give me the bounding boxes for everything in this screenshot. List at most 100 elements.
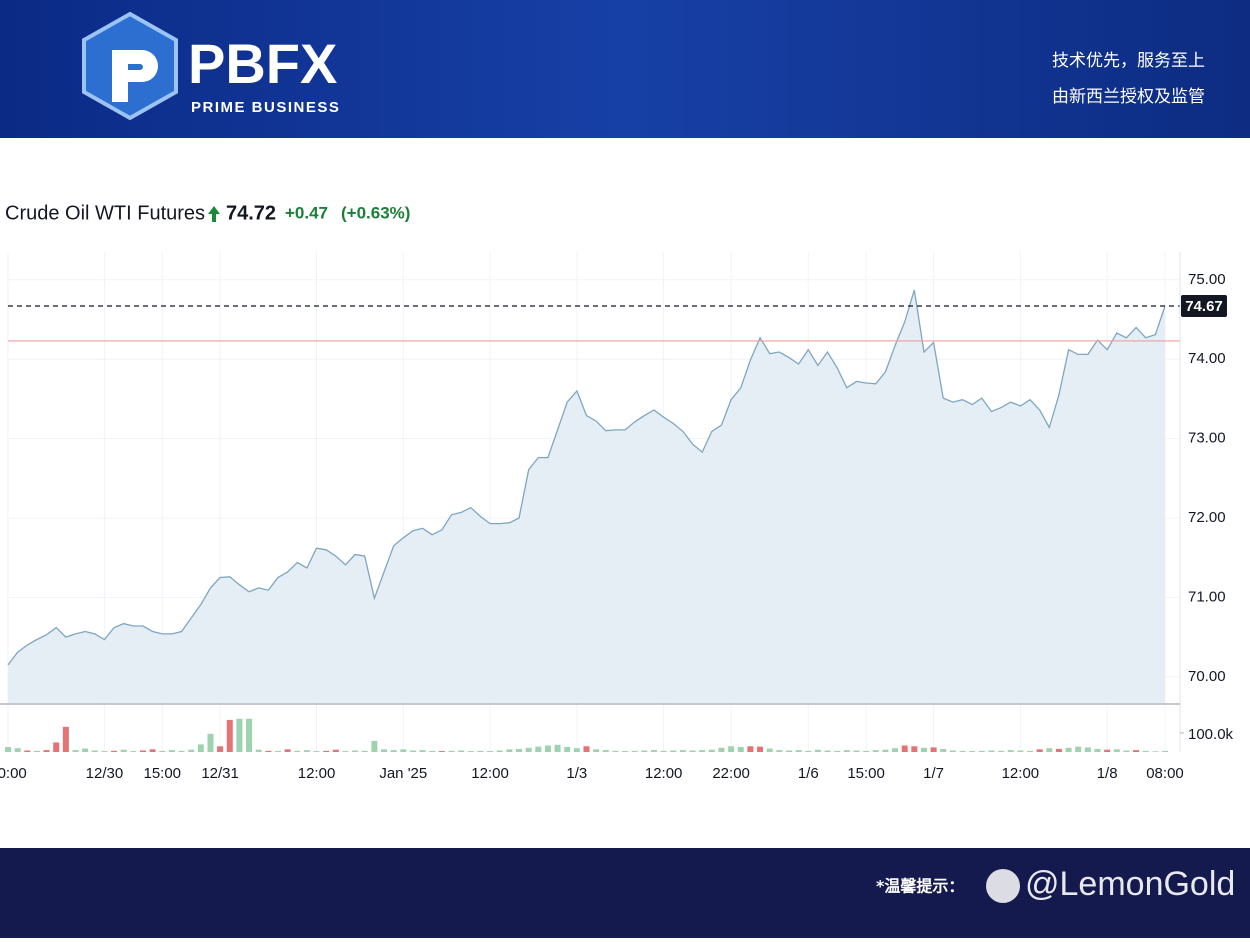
x-tick-label: 22:00	[712, 765, 750, 782]
volume-bar	[901, 745, 908, 752]
volume-bar	[332, 749, 339, 752]
volume-bar	[892, 748, 899, 752]
volume-bar	[159, 750, 166, 752]
volume-bar	[197, 744, 204, 752]
volume-bar	[1142, 750, 1149, 752]
volume-bar	[622, 751, 629, 752]
x-tick-label: 12:00	[471, 765, 509, 782]
volume-bar	[824, 750, 831, 752]
x-tick-label: 12:00	[645, 765, 683, 782]
volume-bar	[438, 751, 445, 752]
volume-bar	[33, 750, 40, 752]
volume-bar	[323, 750, 330, 752]
chart-title: Crude Oil WTI Futures	[5, 202, 205, 224]
volume-bar	[178, 750, 185, 752]
volume-bar	[650, 750, 657, 752]
volume-bar	[53, 742, 60, 752]
volume-bar	[911, 746, 918, 752]
y-tick-label: 72.00	[1188, 509, 1226, 526]
volume-bar	[506, 749, 513, 752]
change: +0.47	[285, 203, 328, 222]
y-tick-label: 75.00	[1188, 271, 1226, 288]
volume-bar	[477, 750, 484, 752]
volume-bar	[978, 750, 985, 752]
volume-bar	[400, 749, 407, 752]
volume-bar	[294, 750, 301, 752]
volume-bar	[265, 750, 272, 752]
volume-bar	[226, 719, 233, 752]
volume-bar	[969, 751, 976, 752]
volume-bar	[1027, 750, 1034, 752]
x-tick-label: 20:00	[0, 765, 27, 782]
x-tick-label: 12/30	[86, 765, 124, 782]
volume-bar	[776, 750, 783, 752]
volume-bar	[766, 748, 773, 752]
x-tick-label: 12:00	[298, 765, 336, 782]
volume-bar	[1075, 746, 1082, 752]
volume-bar	[496, 750, 503, 752]
x-tick-label: 15:00	[847, 765, 885, 782]
volume-bar	[834, 750, 841, 752]
up-arrow	[208, 206, 220, 222]
volume-bar	[14, 748, 21, 752]
volume-bar	[516, 748, 523, 752]
volume-bar	[217, 746, 224, 752]
volume-bar	[371, 740, 378, 752]
x-tick-label: 1/6	[798, 765, 819, 782]
volume-bar	[409, 750, 416, 752]
volume-bar	[361, 750, 368, 752]
y-tick-label: 74.00	[1188, 350, 1226, 367]
volume-bar	[863, 750, 870, 752]
volume-bar	[930, 747, 937, 752]
change-percent: (+0.63%)	[341, 203, 410, 222]
volume-bar	[24, 750, 31, 752]
price-line	[7, 289, 1166, 666]
volume-bar	[593, 749, 600, 752]
brand-tagline: PRIME BUSINESS	[191, 99, 340, 116]
volume-bar	[641, 750, 648, 752]
volume-bar	[699, 750, 706, 752]
logo-icon	[82, 11, 178, 121]
volume-bar	[313, 751, 320, 752]
header-bar	[0, 0, 1250, 138]
brand: PBFX	[188, 32, 337, 95]
volume-bar	[602, 750, 609, 752]
volume-bar	[805, 750, 812, 752]
volume-bar	[1152, 751, 1159, 752]
volume-bar	[718, 747, 725, 752]
x-tick-label: 1/7	[923, 765, 944, 782]
volume-bar	[737, 747, 744, 752]
volume-bar	[949, 750, 956, 752]
volume-bar	[554, 744, 561, 752]
volume-bar	[207, 733, 214, 752]
volume-bar	[487, 751, 494, 752]
volume-bar	[535, 746, 542, 752]
volume-bar	[1046, 748, 1053, 752]
volume-bar	[612, 750, 619, 752]
volume-bar	[998, 750, 1005, 752]
volume-bar	[284, 749, 291, 752]
volume-bar	[631, 750, 638, 752]
volume-bar	[1113, 749, 1120, 752]
volume-bar	[1162, 750, 1168, 752]
volume-bar	[429, 750, 436, 752]
plot: 20:00 12/30 15:00 12/31 12:00 Jan '25 12:00 1/3…	[0, 252, 1234, 782]
x-tick-label: 08:00	[1146, 765, 1184, 782]
volume-bar	[1036, 749, 1043, 752]
volume-bar	[795, 750, 802, 752]
last-price-box	[1181, 294, 1227, 317]
volume-bar	[785, 750, 792, 752]
volume-bar	[564, 747, 571, 752]
volume-bar	[101, 751, 108, 752]
footer-note: *温馨提示：	[876, 877, 964, 896]
volume-bar	[1104, 749, 1111, 752]
volume-bar	[91, 750, 98, 752]
x-tick-label: 1/3	[566, 765, 587, 782]
volume-bar	[1133, 750, 1140, 752]
slogan: 由新西兰授权及监管	[1052, 87, 1205, 107]
volume-bar	[959, 750, 966, 752]
volume-bar	[62, 726, 69, 752]
volume-bar	[448, 750, 455, 752]
volume-bar	[352, 750, 359, 752]
